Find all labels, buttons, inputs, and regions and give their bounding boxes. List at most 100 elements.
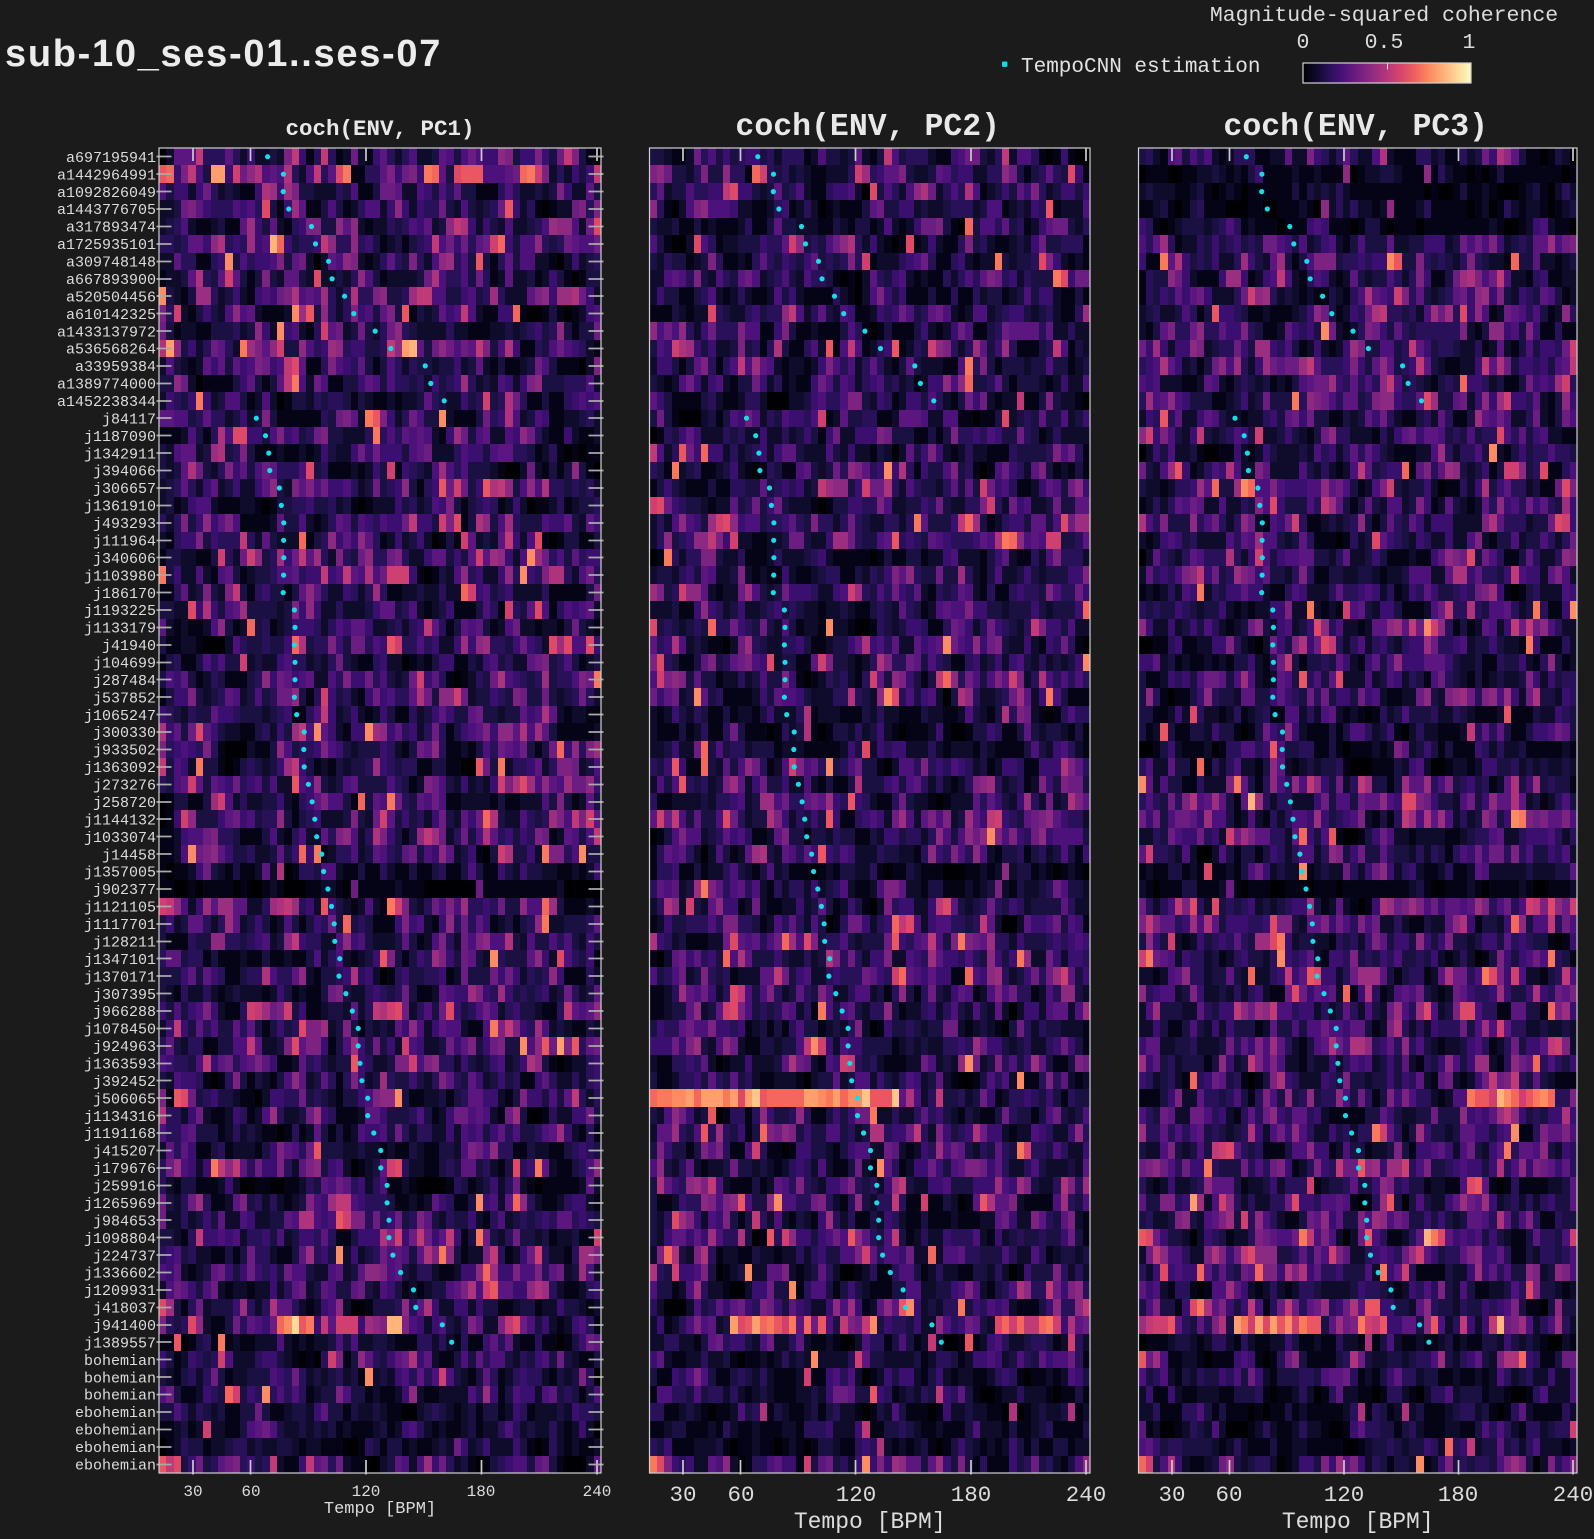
svg-text:a610142325: a610142325 — [66, 307, 156, 324]
svg-text:a1442964991: a1442964991 — [57, 167, 156, 184]
svg-text:j306657: j306657 — [93, 481, 156, 498]
svg-text:j392452: j392452 — [93, 1074, 156, 1091]
svg-text:a309748148: a309748148 — [66, 255, 156, 272]
svg-text:Tempo [BPM]: Tempo [BPM] — [794, 1509, 946, 1535]
svg-text:sub-10_ses-01..ses-07: sub-10_ses-01..ses-07 — [5, 33, 442, 75]
svg-text:240: 240 — [1553, 1482, 1594, 1508]
svg-text:a1389774000: a1389774000 — [57, 377, 156, 394]
svg-text:coch(ENV, PC2): coch(ENV, PC2) — [735, 110, 1000, 145]
svg-text:j1103980: j1103980 — [84, 568, 156, 585]
svg-text:j1134316: j1134316 — [84, 1109, 156, 1126]
svg-text:30: 30 — [669, 1482, 696, 1508]
svg-text:j966288: j966288 — [93, 1004, 156, 1021]
svg-text:Magnitude-squared coherence: Magnitude-squared coherence — [1210, 4, 1558, 28]
svg-text:120: 120 — [352, 1483, 381, 1501]
svg-text:j537852: j537852 — [93, 690, 156, 707]
svg-text:j1336602: j1336602 — [84, 1266, 156, 1283]
svg-text:j179676: j179676 — [93, 1161, 156, 1178]
svg-text:180: 180 — [467, 1483, 496, 1501]
svg-text:a1433137972: a1433137972 — [57, 324, 156, 341]
svg-text:a317893474: a317893474 — [66, 220, 156, 237]
svg-text:coch(ENV, PC1): coch(ENV, PC1) — [285, 116, 474, 142]
svg-text:j224737: j224737 — [93, 1248, 156, 1265]
svg-text:j1117701: j1117701 — [84, 917, 156, 934]
svg-text:j1033074: j1033074 — [84, 830, 156, 847]
svg-text:bohemian: bohemian — [84, 1353, 156, 1370]
svg-text:a697195941: a697195941 — [66, 150, 156, 167]
svg-text:j984653: j984653 — [93, 1213, 156, 1230]
svg-text:120: 120 — [1324, 1482, 1365, 1508]
svg-text:j1078450: j1078450 — [84, 1022, 156, 1039]
svg-text:120: 120 — [836, 1482, 877, 1508]
svg-text:j1121105: j1121105 — [84, 900, 156, 917]
svg-text:j1133179: j1133179 — [84, 621, 156, 638]
svg-text:j41940: j41940 — [102, 638, 156, 655]
svg-text:bohemian: bohemian — [84, 1388, 156, 1405]
svg-text:j1191168: j1191168 — [84, 1126, 156, 1143]
svg-text:60: 60 — [241, 1483, 260, 1501]
svg-text:j924963: j924963 — [93, 1039, 156, 1056]
svg-text:j415207: j415207 — [93, 1144, 156, 1161]
svg-text:1: 1 — [1463, 31, 1476, 55]
svg-text:j111964: j111964 — [93, 534, 156, 551]
svg-text:ebohemian: ebohemian — [75, 1405, 156, 1422]
svg-text:a667893900: a667893900 — [66, 272, 156, 289]
svg-text:j258720: j258720 — [93, 795, 156, 812]
svg-text:a520504456: a520504456 — [66, 289, 156, 306]
svg-text:j941400: j941400 — [93, 1318, 156, 1335]
svg-text:j1347101: j1347101 — [84, 952, 156, 969]
svg-text:j1389557: j1389557 — [84, 1335, 156, 1352]
svg-text:j902377: j902377 — [93, 882, 156, 899]
svg-text:j1363593: j1363593 — [84, 1057, 156, 1074]
svg-text:j394066: j394066 — [93, 464, 156, 481]
svg-text:j1193225: j1193225 — [84, 603, 156, 620]
svg-text:j506065: j506065 — [93, 1091, 156, 1108]
svg-text:Tempo [BPM]: Tempo [BPM] — [1282, 1509, 1434, 1535]
svg-text:a1725935101: a1725935101 — [57, 237, 156, 254]
svg-text:j287484: j287484 — [93, 673, 156, 690]
svg-text:Tempo [BPM]: Tempo [BPM] — [324, 1500, 436, 1519]
svg-text:0: 0 — [1297, 31, 1310, 55]
svg-text:180: 180 — [1438, 1482, 1479, 1508]
svg-text:j84117: j84117 — [102, 411, 156, 428]
svg-text:j104699: j104699 — [93, 656, 156, 673]
svg-text:coch(ENV, PC3): coch(ENV, PC3) — [1223, 110, 1488, 145]
svg-text:j1265969: j1265969 — [84, 1196, 156, 1213]
svg-text:j493293: j493293 — [93, 516, 156, 533]
svg-text:ebohemian: ebohemian — [75, 1440, 156, 1457]
svg-text:a1092826049: a1092826049 — [57, 185, 156, 202]
svg-text:j259916: j259916 — [93, 1179, 156, 1196]
svg-text:j1370171: j1370171 — [84, 969, 156, 986]
svg-text:30: 30 — [183, 1483, 202, 1501]
svg-text:bohemian: bohemian — [84, 1370, 156, 1387]
svg-text:j273276: j273276 — [93, 778, 156, 795]
svg-text:ebohemian: ebohemian — [75, 1458, 156, 1475]
svg-text:TempoCNN estimation: TempoCNN estimation — [1021, 56, 1260, 79]
svg-text:j128211: j128211 — [93, 935, 156, 952]
svg-text:ebohemian: ebohemian — [75, 1423, 156, 1440]
svg-text:j418037: j418037 — [93, 1301, 156, 1318]
svg-text:240: 240 — [1066, 1482, 1107, 1508]
svg-text:a1443776705: a1443776705 — [57, 202, 156, 219]
svg-text:60: 60 — [727, 1482, 754, 1508]
svg-text:60: 60 — [1215, 1482, 1242, 1508]
svg-text:0.5: 0.5 — [1365, 31, 1404, 55]
svg-text:j1357005: j1357005 — [84, 865, 156, 882]
svg-text:j1361910: j1361910 — [84, 499, 156, 516]
svg-text:j14458: j14458 — [102, 847, 156, 864]
svg-text:a33959384: a33959384 — [75, 359, 156, 376]
svg-text:240: 240 — [583, 1483, 612, 1501]
svg-text:j300330: j300330 — [93, 725, 156, 742]
svg-text:j1363092: j1363092 — [84, 760, 156, 777]
svg-text:j340606: j340606 — [93, 551, 156, 568]
svg-text:j1065247: j1065247 — [84, 708, 156, 725]
svg-text:j1187090: j1187090 — [84, 429, 156, 446]
svg-text:j1342911: j1342911 — [84, 446, 156, 463]
svg-text:a536568264: a536568264 — [66, 342, 156, 359]
svg-text:180: 180 — [951, 1482, 992, 1508]
svg-text:j1209931: j1209931 — [84, 1283, 156, 1300]
svg-text:j1098804: j1098804 — [84, 1231, 156, 1248]
svg-text:30: 30 — [1158, 1482, 1185, 1508]
svg-text:j307395: j307395 — [93, 987, 156, 1004]
svg-text:j186170: j186170 — [93, 586, 156, 603]
